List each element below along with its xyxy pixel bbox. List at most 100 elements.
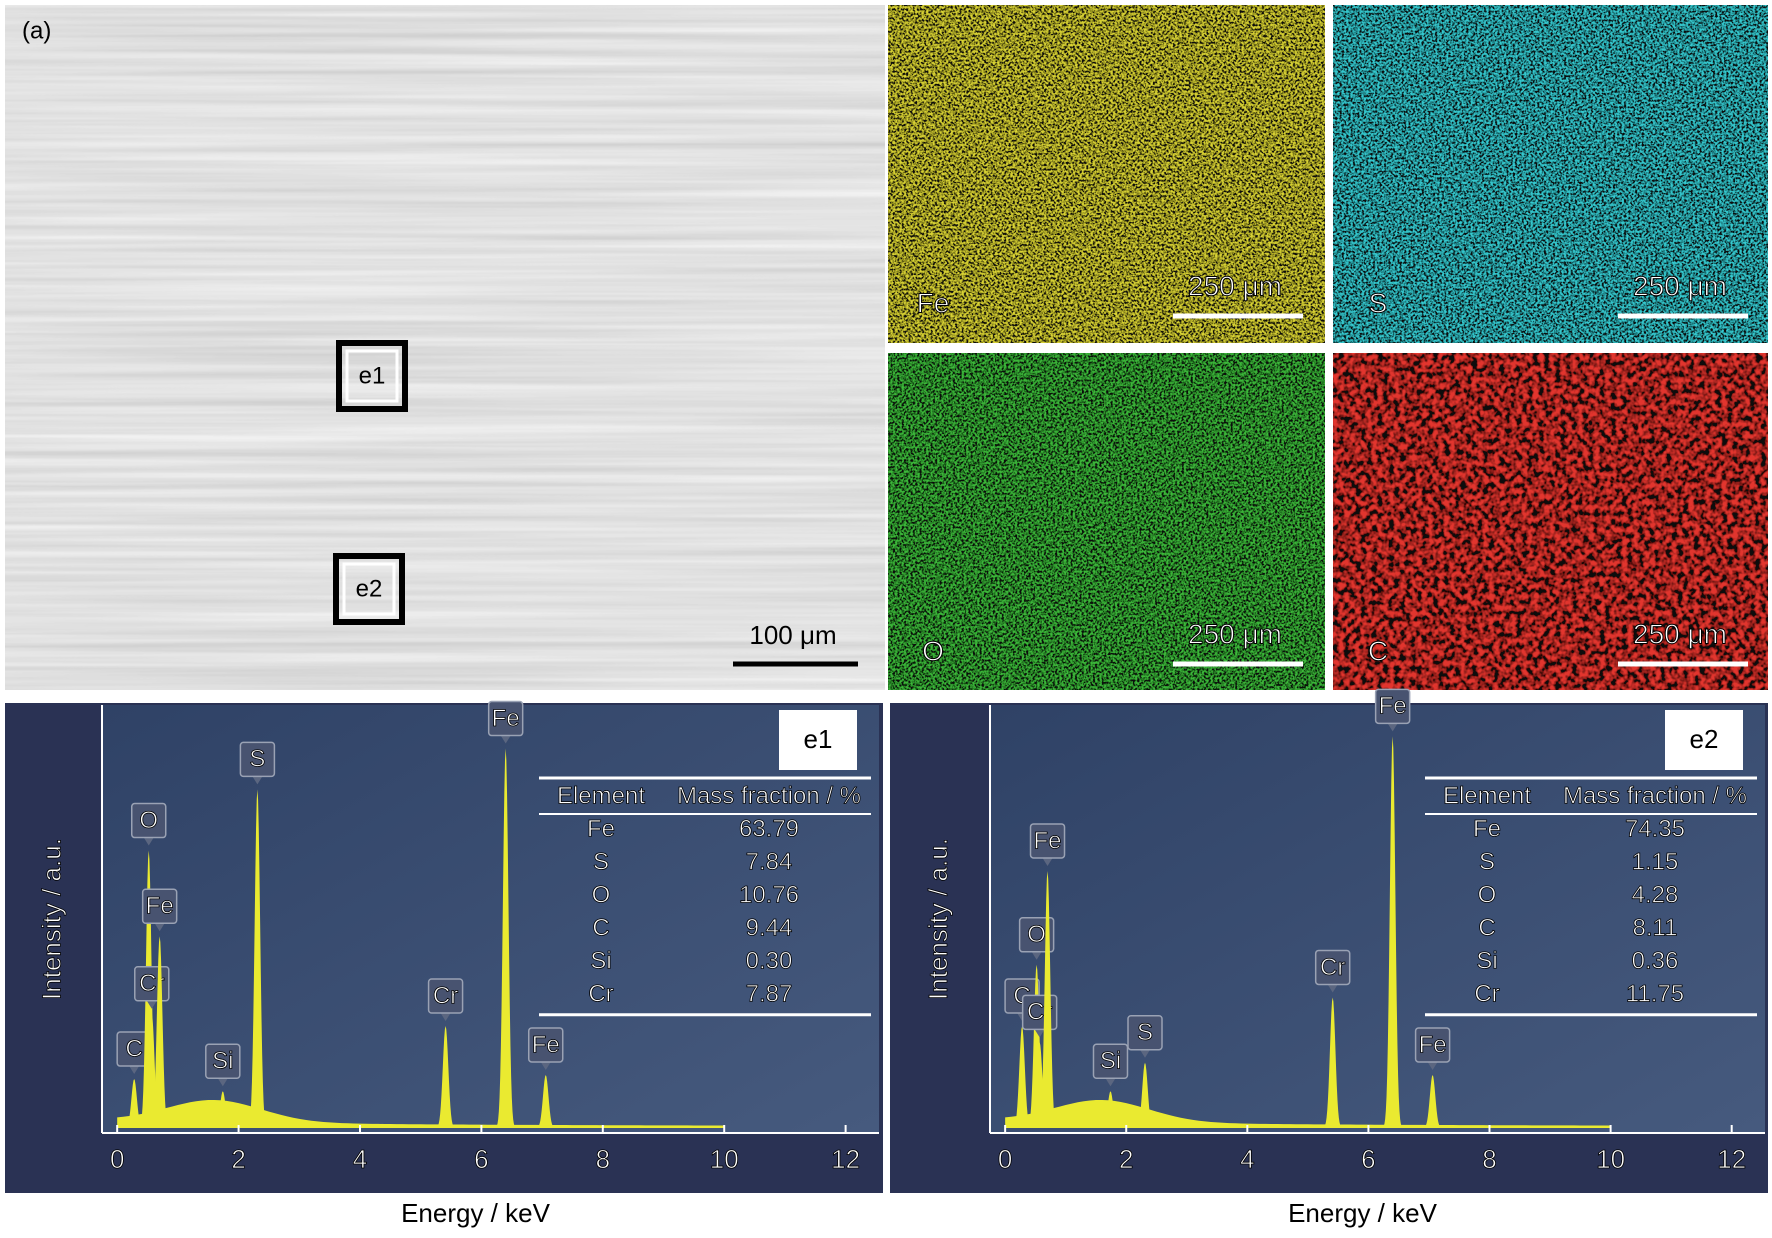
peak [1099, 1091, 1122, 1128]
x-tick-label: 0 [110, 1144, 124, 1174]
peak [1421, 1074, 1444, 1128]
x-tick-label: 10 [710, 1144, 739, 1174]
peak [123, 1079, 146, 1128]
peak [246, 789, 269, 1128]
element-map [888, 5, 1325, 343]
peak [1134, 1062, 1156, 1128]
map-element-label: S [1369, 287, 1388, 318]
peak-label: Fe [1034, 827, 1062, 854]
x-tick-label: 8 [1482, 1144, 1496, 1174]
continuum [117, 1099, 725, 1128]
table-cell: 9.44 [746, 914, 793, 941]
peak [434, 1026, 457, 1128]
peak-label-pointer [500, 735, 511, 744]
x-tick-label: 2 [1119, 1144, 1133, 1174]
chart-title: e1 [804, 724, 833, 754]
peak-label-pointer [440, 1013, 451, 1021]
scale-bar-label: 250 μm [1633, 618, 1727, 649]
peak-label-box [1374, 688, 1411, 725]
x-tick-label: 12 [831, 1144, 860, 1174]
peak-label-pointer [1034, 1029, 1045, 1038]
x-tick-label: 6 [474, 1144, 488, 1174]
table-cell: O [1478, 881, 1497, 908]
peak-label-box [487, 700, 524, 737]
chart-title: e2 [1690, 724, 1719, 754]
y-axis-label: Intensity / a.u. [923, 838, 953, 1000]
region-label: e2 [356, 575, 383, 602]
panel-label: (a) [22, 17, 51, 44]
table-cell: 7.87 [746, 980, 793, 1007]
table-header: Mass fraction / % [677, 782, 861, 809]
peak-label-box [1029, 823, 1066, 859]
peak-label-box [1018, 917, 1055, 953]
x-tick-label: 6 [1361, 1144, 1375, 1174]
table-header: Element [557, 782, 645, 809]
table-cell: Fe [1473, 815, 1501, 842]
table-cell: 7.84 [746, 848, 793, 875]
map-element-label: Fe [917, 287, 950, 318]
region-label: e1 [359, 362, 386, 389]
peak-label: O [139, 807, 158, 834]
table-cell: O [592, 881, 611, 908]
table-cell: 1.15 [1632, 848, 1679, 875]
peak [1025, 964, 1048, 1128]
peak-label-box [1092, 1043, 1129, 1080]
table-cell: 74.35 [1625, 815, 1685, 842]
peak [1381, 736, 1404, 1128]
x-tick-label: 0 [998, 1144, 1012, 1174]
x-tick-label: 8 [596, 1144, 610, 1174]
table-cell: 0.36 [1632, 947, 1679, 974]
continuum [1005, 1099, 1611, 1128]
peak-label-box [141, 888, 178, 924]
peak [148, 936, 171, 1128]
table-cell: S [593, 848, 609, 875]
table-cell: 4.28 [1632, 881, 1679, 908]
map-element-label: O [922, 635, 944, 666]
table-header: Element [1443, 782, 1531, 809]
x-tick-label: 4 [353, 1144, 367, 1174]
peak-label-box [1127, 1014, 1163, 1051]
peak-label-pointer [1387, 723, 1398, 732]
element-map [1333, 353, 1768, 690]
peak-label-box [239, 741, 276, 778]
peak-label: Fe [532, 1031, 560, 1058]
region-e1: e1 [336, 340, 408, 412]
table-cell: S [1479, 848, 1495, 875]
table-cell: Cr [588, 980, 613, 1007]
peak-label: S [1137, 1019, 1153, 1046]
peak-label: S [249, 746, 265, 773]
peak [211, 1091, 234, 1128]
region-e2: e2 [333, 553, 405, 625]
peak-label-pointer [252, 776, 263, 785]
peak [1028, 1042, 1051, 1128]
peak-label: C [126, 1035, 143, 1062]
peak-label: Fe [492, 705, 520, 732]
peak-label: Fe [1379, 693, 1407, 720]
peak-label: Cr [1320, 954, 1345, 981]
peak-label-pointer [143, 837, 154, 846]
x-tick-label: 2 [231, 1144, 245, 1174]
peak-label-pointer [1140, 1049, 1150, 1058]
peak [1036, 870, 1059, 1128]
peak-label-pointer [1042, 857, 1053, 866]
table-header: Mass fraction / % [1563, 782, 1747, 809]
peak-label-box [427, 978, 464, 1014]
peak [140, 1013, 163, 1128]
peak [534, 1074, 557, 1128]
peak-label-pointer [1105, 1078, 1116, 1087]
map-element-label: C [1368, 635, 1388, 666]
scale-bar-label: 250 μm [1188, 270, 1282, 301]
element-maps: Fe 250 μm S 250 μm O 250 μm C 250 μm [888, 5, 1768, 690]
table-cell: Cr [1474, 980, 1499, 1007]
peak-label: Fe [1419, 1031, 1447, 1058]
y-axis-label: Intensity / a.u. [36, 838, 66, 1000]
peak-label-pointer [146, 1000, 157, 1009]
table-cell: 0.30 [746, 947, 793, 974]
element-map [1333, 5, 1768, 343]
x-axis-label: Energy / keV [1288, 1198, 1438, 1228]
peak-label-pointer [1327, 984, 1338, 993]
x-tick-label: 10 [1596, 1144, 1625, 1174]
table-cell: Fe [587, 815, 615, 842]
scale-bar-label: 250 μm [1188, 618, 1282, 649]
peak [494, 748, 517, 1128]
